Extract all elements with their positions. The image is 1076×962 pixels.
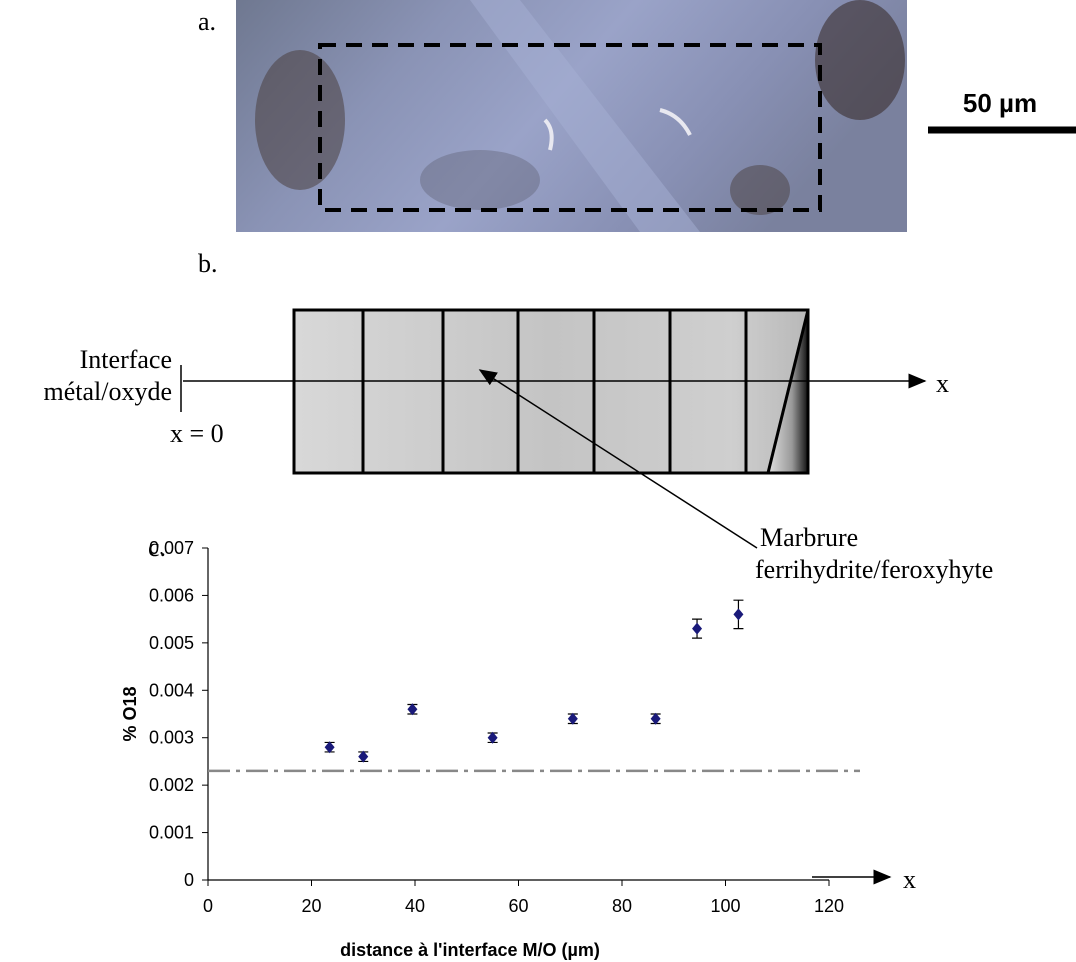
interface-label: métal/oxyde [43,377,172,406]
scale-bar-label: 50 µm [963,88,1037,118]
x-tick-label: 0 [203,896,213,916]
y-tick-label: 0 [184,870,194,890]
y-tick-label: 0.004 [149,680,194,700]
y-tick-label: 0.002 [149,775,194,795]
point [407,703,418,716]
x-tick-label: 120 [814,896,844,916]
x-tick-label: 80 [612,896,632,916]
x-tick-label: 60 [508,896,528,916]
annotation: ferrihydrite/feroxyhyte [755,555,993,584]
point [487,731,498,744]
y-tick-label: 0.007 [149,538,194,558]
x-tick-label: 100 [710,896,740,916]
point [650,712,661,725]
y-tick-label: 0.005 [149,633,194,653]
y-tick-label: 0.001 [149,823,194,843]
x-axis-title: distance à l'interface M/O (µm) [340,940,600,960]
y-tick-label: 0.003 [149,728,194,748]
panel-label: a. [198,7,216,36]
origin-label: x = 0 [170,419,224,448]
point [358,750,369,763]
y-tick-label: 0.006 [149,585,194,605]
axis-label: x [936,369,949,398]
interface-label: Interface [80,345,172,374]
panel-label: b. [198,249,218,278]
micrograph [236,0,907,232]
point [733,608,744,621]
y-axis-title: % O18 [120,686,140,741]
axis-label: x [903,865,916,894]
x-tick-label: 20 [301,896,321,916]
profile-image [292,308,810,475]
point [324,741,335,754]
x-tick-label: 40 [405,896,425,916]
panel-label: c. [148,533,166,562]
point [567,712,578,725]
point [692,622,703,635]
annotation: Marbrure [760,523,858,552]
annotation-arrow [478,369,758,549]
